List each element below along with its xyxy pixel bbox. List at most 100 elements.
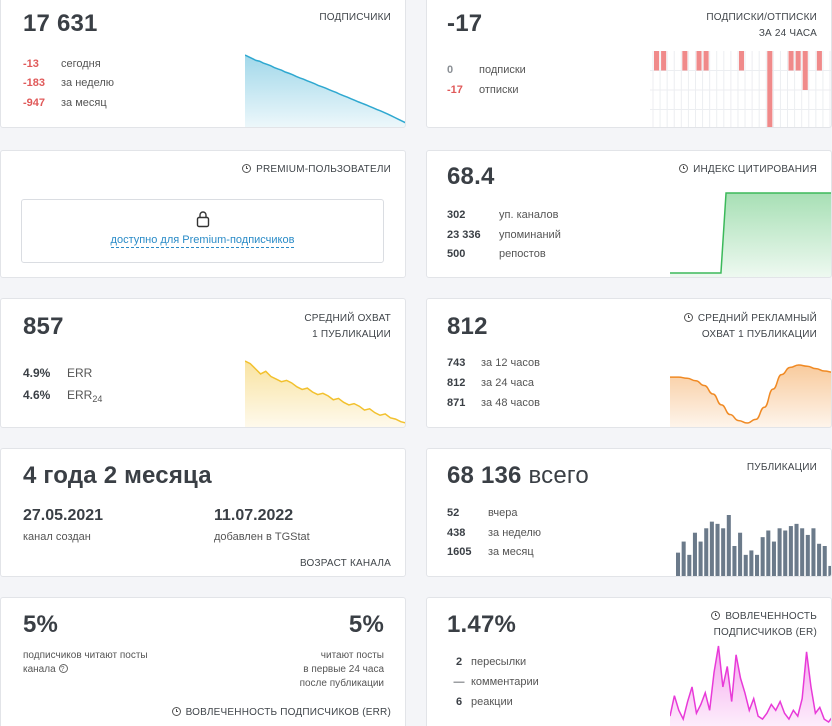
premium-label: PREMIUM-ПОЛЬЗОВАТЕЛИ [242,162,391,178]
subscribers-stat-month: -947 за месяц [23,97,107,109]
unsub-bar [738,51,745,71]
publications-card[interactable]: 68 136 всего ПУБЛИКАЦИИ 52 вчера 438 за не… [426,448,832,577]
subs-unsubs-card[interactable]: -17 ПОДПИСКИ/ОТПИСКИ ЗА 24 ЧАСА 0 подписки… [426,0,832,128]
age-label: ВОЗРАСТ КАНАЛА [299,558,391,569]
unsub-bar [795,51,801,71]
publication-bar [738,532,743,576]
subscribers-stat-week: -183 за неделю [23,77,115,89]
engagement-err-label: ВОВЛЕЧЕННОСТЬ ПОДПИСЧИКОВ (ERR) [171,705,391,721]
err-right-value: 5% [348,611,384,638]
publication-bar [783,530,788,576]
subs-stat-out: -17 отписки [447,84,519,96]
ad-reach-value: 812 [447,313,488,340]
publication-bar [805,534,810,576]
er-series-line [670,645,831,724]
citation-series-line [670,192,831,274]
publication-bar [726,515,731,576]
subscribers-chart[interactable] [245,53,406,128]
er-stat-forwards: 2 пересылки [455,656,527,668]
unsub-bar [788,51,794,71]
avg-reach-series-line [245,360,405,424]
premium-link[interactable]: доступно для Premium-подписчиков [110,234,295,248]
added-date: 11.07.2022 [214,507,294,524]
clock-icon [683,313,693,322]
clock-icon [242,164,252,173]
avg-reach-card[interactable]: 857 СРЕДНИЙ ОХВАТ 1 ПУБЛИКАЦИИ 4.9% ERR 4.… [0,298,406,428]
err-left-desc: подписчиков читают посты канала [23,649,148,677]
pub-stat-yesterday: 52 вчера [447,507,518,519]
premium-card[interactable]: PREMIUM-ПОЛЬЗОВАТЕЛИ доступно для Premiu… [0,150,406,278]
citation-stat-channels: 302 уп. каналов [447,209,559,221]
unsub-bar [654,51,660,71]
publication-bar [704,528,709,576]
ad-reach-series-line [670,364,831,424]
citation-chart[interactable] [670,191,832,278]
ad-reach-chart[interactable] [670,355,832,428]
engagement-er-card[interactable]: 1.47% ВОВЛЕЧЕННОСТЬ ПОДПИСЧИКОВ (ER) 2 пе… [426,597,832,726]
unsub-bar [682,51,688,71]
ad-reach-label: СРЕДНИЙ РЕКЛАМНЫЙ ОХВАТ 1 ПУБЛИКАЦИИ [683,311,817,343]
engagement-er-label: ВОВЛЕЧЕННОСТЬ ПОДПИСЧИКОВ (ER) [711,609,817,641]
clock-icon [679,164,689,173]
ad-reach-series-area [670,365,831,427]
publication-bar [698,541,703,576]
publication-bar [760,537,765,576]
publication-bar [800,528,805,576]
subs-unsubs-label: ПОДПИСКИ/ОТПИСКИ ЗА 24 ЧАСА [706,12,817,39]
subs-unsubs-value: -17 [447,10,483,37]
citation-card[interactable]: 68.4 ИНДЕКС ЦИТИРОВАНИЯ 302 уп. каналов 2… [426,150,832,278]
publication-bar [755,554,760,576]
subscribers-value: 17 631 [23,10,98,37]
publication-bar [749,550,754,576]
citation-value: 68.4 [447,163,495,190]
subscribers-stat-today: -13 сегодня [23,58,101,70]
unsub-bar [816,51,822,71]
publication-bar [788,526,793,576]
citation-series-area [670,193,831,277]
age-value: 4 года 2 месяца [23,462,212,489]
publications-value: 68 136 всего [447,462,589,489]
publication-bar [681,541,686,576]
publication-bar [721,528,726,576]
avg-reach-chart[interactable] [245,359,406,428]
publication-bar [777,528,782,576]
publications-chart[interactable] [675,509,832,577]
ad-stat-12h: 743 за 12 часов [447,357,540,369]
created-date: 27.05.2021 [23,507,104,524]
publication-bar [822,546,827,576]
publication-bar [715,523,720,576]
subscribers-series-area [245,55,405,127]
citation-stat-reposts: 500 репостов [447,248,546,260]
clock-icon [171,707,181,716]
citation-label: ИНДЕКС ЦИТИРОВАНИЯ [679,162,817,178]
publication-bar [732,546,737,576]
err24-stat: 4.6% ERR24 [23,388,103,405]
premium-box: доступно для Premium-подписчиков [21,199,384,263]
err-stat: 4.9% ERR [23,366,93,380]
unsub-bar [802,51,808,90]
pub-stat-week: 438 за неделю [447,527,542,539]
unsub-bar [703,51,709,71]
clock-icon [711,611,721,620]
engagement-er-chart[interactable] [670,644,832,726]
publication-bar [766,530,771,576]
subs-unsubs-chart[interactable] [650,51,832,128]
subscribers-card[interactable]: 17 631 ПОДПИСЧИКИ -13 сегодня -183 за неде… [0,0,406,128]
avg-reach-label: СРЕДНИЙ ОХВАТ 1 ПУБЛИКАЦИИ [304,313,391,340]
publication-bar [771,541,776,576]
er-value: 1.47% [447,611,517,638]
publication-bar [692,532,697,576]
ad-reach-card[interactable]: 812 СРЕДНИЙ РЕКЛАМНЫЙ ОХВАТ 1 ПУБЛИКАЦИИ… [426,298,832,428]
pub-stat-month: 1605 за месяц [447,546,534,558]
help-icon[interactable] [58,663,68,677]
ad-stat-24h: 812 за 24 часа [447,377,534,389]
added-label: добавлен в TGStat [214,531,310,543]
publication-bar [743,554,748,576]
age-card[interactable]: 4 года 2 месяца 27.05.2021 канал создан … [0,448,406,577]
subs-stat-in: 0 подписки [447,64,526,76]
err-left-value: 5% [23,611,59,638]
engagement-err-card[interactable]: 5% подписчиков читают посты канала 5% чи… [0,597,406,726]
ad-stat-48h: 871 за 48 часов [447,397,540,409]
citation-stat-mentions: 23 336 упоминаний [447,229,561,241]
publications-label: ПУБЛИКАЦИИ [746,462,817,473]
